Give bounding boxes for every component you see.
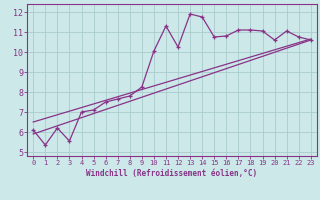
X-axis label: Windchill (Refroidissement éolien,°C): Windchill (Refroidissement éolien,°C) xyxy=(86,169,258,178)
